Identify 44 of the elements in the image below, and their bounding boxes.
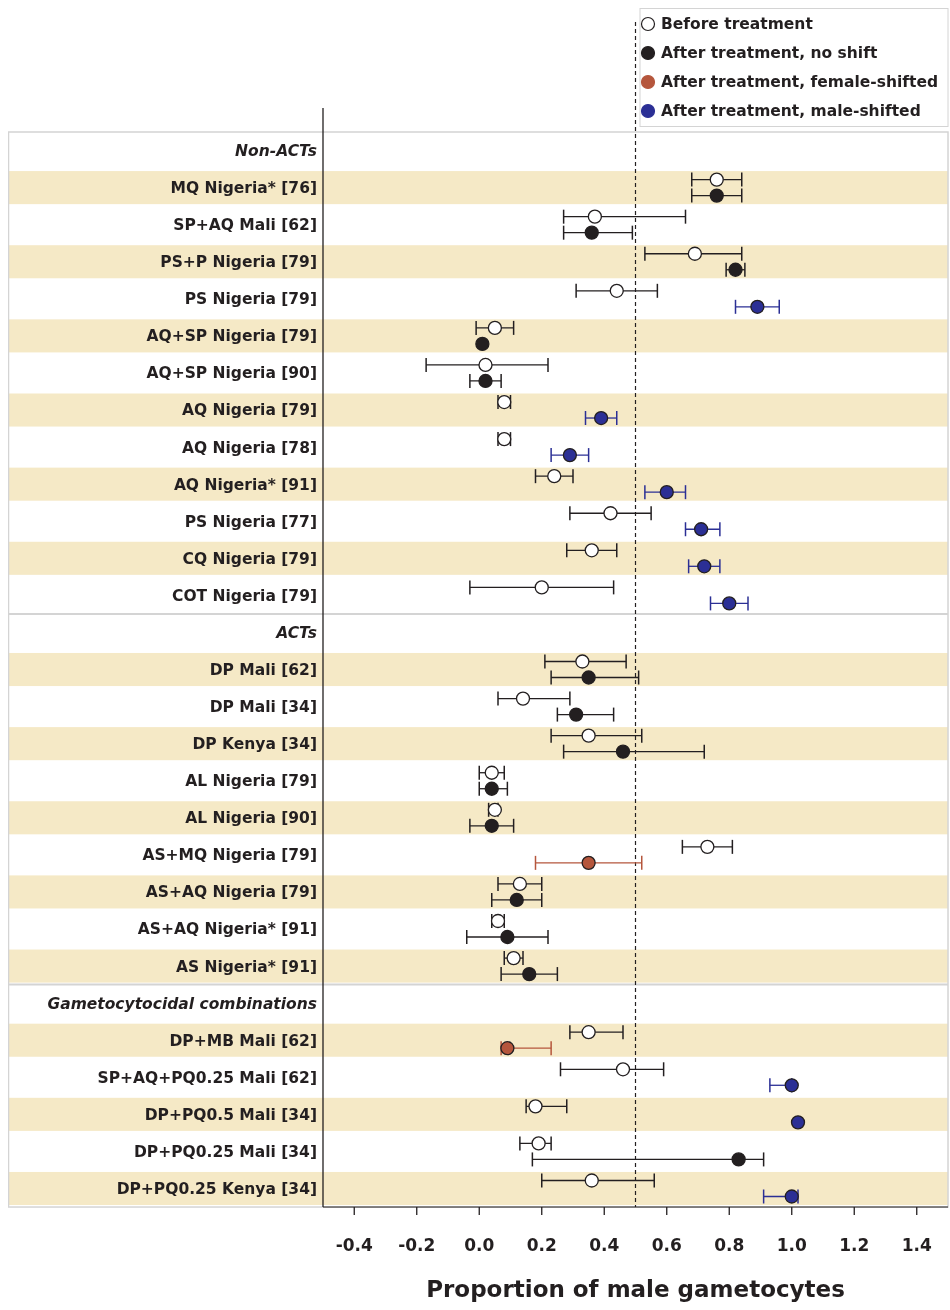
y-tick-label: AQ+SP Nigeria [90] <box>146 364 317 383</box>
y-tick-label: AL Nigeria [90] <box>185 809 317 828</box>
y-tick-label: Gametocytocidal combinations <box>47 994 317 1013</box>
y-tick-label: DP+PQ0.25 Mali [34] <box>133 1142 317 1161</box>
y-tick-label: DP+MB Mali [62] <box>169 1031 317 1050</box>
y-tick-label: AQ+SP Nigeria [79] <box>146 327 317 346</box>
y-tick-label: AS+AQ Nigeria* [91] <box>137 920 317 939</box>
x-tick-label: 0.0 <box>464 1235 495 1256</box>
y-tick-label: MQ Nigeria* [76] <box>170 179 317 198</box>
x-tick-label: -0.2 <box>398 1235 436 1256</box>
y-tick-label: PS+P Nigeria [79] <box>160 253 317 272</box>
y-tick-label: SP+AQ+PQ0.25 Mali [62] <box>97 1068 317 1087</box>
y-tick-label: AQ Nigeria* [91] <box>173 475 317 494</box>
legend-label: Before treatment <box>661 15 814 34</box>
y-tick-label: SP+AQ Mali [62] <box>173 216 317 235</box>
y-tick-label: DP Kenya [34] <box>192 735 317 754</box>
y-tick-label: PS Nigeria [79] <box>184 290 317 309</box>
x-tick-label: 0.6 <box>651 1235 682 1256</box>
x-axis-title: Proportion of male gametocytes <box>426 1276 845 1303</box>
y-tick-label: PS Nigeria [77] <box>184 512 317 531</box>
x-tick-label: 0.4 <box>589 1235 620 1256</box>
legend-label: After treatment, female-shifted <box>661 73 938 92</box>
y-tick-label: AS Nigeria* [91] <box>175 957 317 976</box>
y-tick-label: DP Mali [34] <box>209 698 317 717</box>
y-tick-label: CQ Nigeria [79] <box>182 549 317 568</box>
y-tick-label: AL Nigeria [79] <box>185 772 317 791</box>
legend-label: After treatment, male-shifted <box>661 102 921 121</box>
legend-label: After treatment, no shift <box>661 44 878 63</box>
y-tick-label: DP+PQ0.5 Mali [34] <box>144 1105 317 1124</box>
x-tick-label: 1.0 <box>776 1235 807 1256</box>
y-tick-label: DP+PQ0.25 Kenya [34] <box>116 1179 317 1198</box>
y-tick-label: COT Nigeria [79] <box>172 586 317 605</box>
x-tick-label: 1.2 <box>839 1235 870 1256</box>
y-tick-label: ACTs <box>275 623 317 642</box>
x-tick-label: 0.2 <box>526 1235 557 1256</box>
y-tick-label: AQ Nigeria [78] <box>181 438 317 457</box>
x-tick-label: 0.8 <box>714 1235 745 1256</box>
y-tick-label: AQ Nigeria [79] <box>181 401 317 420</box>
y-tick-label: Non-ACTs <box>235 141 317 160</box>
y-tick-label: DP Mali [62] <box>209 660 317 679</box>
y-tick-label: AS+MQ Nigeria [79] <box>142 846 317 865</box>
y-tick-label: AS+AQ Nigeria [79] <box>145 883 317 902</box>
x-tick-label: 1.4 <box>901 1235 932 1256</box>
x-tick-label: -0.4 <box>335 1235 374 1256</box>
